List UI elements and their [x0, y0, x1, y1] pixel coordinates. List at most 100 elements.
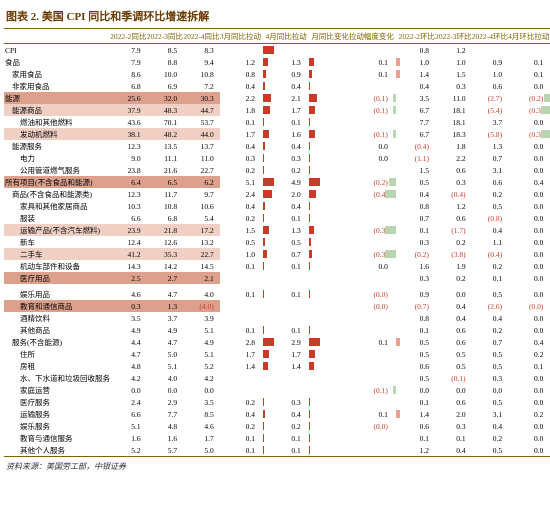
row-label: 娱乐服务	[4, 420, 110, 432]
cell: 0.2	[266, 420, 307, 432]
cell: 2.1	[183, 272, 220, 284]
cell: 2.4	[110, 396, 147, 408]
bar-cell	[394, 260, 399, 272]
bar-cell	[261, 236, 266, 248]
cell: 0.1	[266, 324, 307, 336]
row-label: 燃油和其他燃料	[4, 116, 110, 128]
cell: 5.1	[110, 420, 147, 432]
bar-cell	[261, 104, 266, 116]
cell: 1.1	[472, 236, 509, 248]
cell: 0.0	[508, 432, 549, 444]
cell: (5.8)	[472, 128, 509, 140]
bar-cell	[261, 360, 266, 372]
bar-cell	[307, 212, 312, 224]
cell: 0.3	[472, 372, 509, 384]
cell: 1.8	[435, 140, 472, 152]
cell: 1.5	[220, 224, 261, 236]
table-row: 教育与通信服务1.61.61.70.10.10.10.10.20.0	[4, 432, 550, 444]
cell: 21.6	[147, 164, 184, 176]
cell: 12.4	[110, 236, 147, 248]
cell: 0.4	[266, 200, 307, 212]
row-label: 房租	[4, 360, 110, 372]
cell: (0.0)	[508, 300, 549, 312]
cell: 0.6	[435, 164, 472, 176]
cell: 0.2	[220, 420, 261, 432]
cell: 22.7	[183, 164, 220, 176]
cell	[311, 224, 349, 236]
cell: 2.5	[110, 272, 147, 284]
cell	[311, 260, 349, 272]
cell: 0.3	[435, 420, 472, 432]
cell: 0.3	[398, 272, 435, 284]
cell	[311, 372, 349, 384]
cell	[311, 272, 349, 284]
cell: 0.6	[435, 324, 472, 336]
cell	[311, 128, 349, 140]
cell: 18.3	[435, 128, 472, 140]
bar-cell	[394, 176, 399, 188]
cell: 13.5	[147, 140, 184, 152]
cell: 0.0	[508, 164, 549, 176]
row-label: 服装	[4, 212, 110, 224]
row-label: 酒精饮料	[4, 312, 110, 324]
col-header: 2022-3同比	[147, 29, 184, 44]
table-row: CPI7.98.58.30.81.2	[4, 44, 550, 57]
cell: 4.4	[110, 336, 147, 348]
table-row: 二手车41.235.322.71.00.7(0.3)(0.2)(3.8)(0.4…	[4, 248, 550, 260]
bar-cell	[394, 56, 399, 68]
bar-cell	[394, 128, 399, 140]
cell	[311, 140, 349, 152]
cell	[349, 200, 394, 212]
table-row: 教育和通信商品0.31.3(4.0)(0.0)(0.7)0.4(2.6)(0.0…	[4, 300, 550, 312]
cell	[349, 444, 394, 457]
cell: 1.4	[220, 360, 261, 372]
cell	[349, 164, 394, 176]
cell: 8.3	[183, 44, 220, 57]
cell: 1.3	[472, 140, 509, 152]
bar-cell	[307, 236, 312, 248]
col-header: 2022-2同比	[110, 29, 147, 44]
col-header: 3月同比拉动	[220, 29, 261, 44]
cell: 0.2	[472, 324, 509, 336]
cell: 0.4	[266, 80, 307, 92]
bar-cell	[261, 396, 266, 408]
cell: 0.5	[472, 288, 509, 300]
cell: 0.2	[266, 164, 307, 176]
row-label: 运输产品(不含汽车燃料)	[4, 224, 110, 236]
cell: 0.4	[508, 176, 549, 188]
cell: 0.1	[266, 212, 307, 224]
cell: 9.4	[183, 56, 220, 68]
table-row: 家用食品8.610.010.80.80.90.11.41.51.00.1	[4, 68, 550, 80]
cell: 1.4	[266, 360, 307, 372]
cell	[311, 384, 349, 396]
cell: 3.7	[147, 312, 184, 324]
col-header: 月同比变化	[311, 29, 349, 44]
bar-cell	[261, 348, 266, 360]
table-row: 房租4.85.15.21.41.40.60.50.50.1	[4, 360, 550, 372]
cell: 0.4	[508, 336, 549, 348]
cell: 4.9	[110, 324, 147, 336]
col-header: 4月同比拉动	[266, 29, 307, 44]
cell: 0.0	[147, 384, 184, 396]
cell: 3.1	[472, 164, 509, 176]
cell: 0.7	[266, 248, 307, 260]
bar-cell	[307, 152, 312, 164]
cell: (1.1)	[398, 152, 435, 164]
row-label: 其他个人服务	[4, 444, 110, 457]
cell: 0.6	[435, 396, 472, 408]
cell: 10.8	[183, 68, 220, 80]
cell: 1.4	[398, 68, 435, 80]
cell: (0.8)	[472, 212, 509, 224]
cell: 6.6	[110, 408, 147, 420]
cell	[311, 212, 349, 224]
bar-cell	[394, 312, 399, 324]
bar-cell	[261, 68, 266, 80]
cell: (0.4)	[472, 248, 509, 260]
cell: 1.0	[398, 56, 435, 68]
row-label: 娱乐用品	[4, 288, 110, 300]
table-row: 医疗服务2.42.93.50.20.30.10.60.50.0	[4, 396, 550, 408]
cell: 0.2	[220, 212, 261, 224]
bar-cell	[394, 420, 399, 432]
cell	[349, 272, 394, 284]
cell: 0.6	[435, 336, 472, 348]
